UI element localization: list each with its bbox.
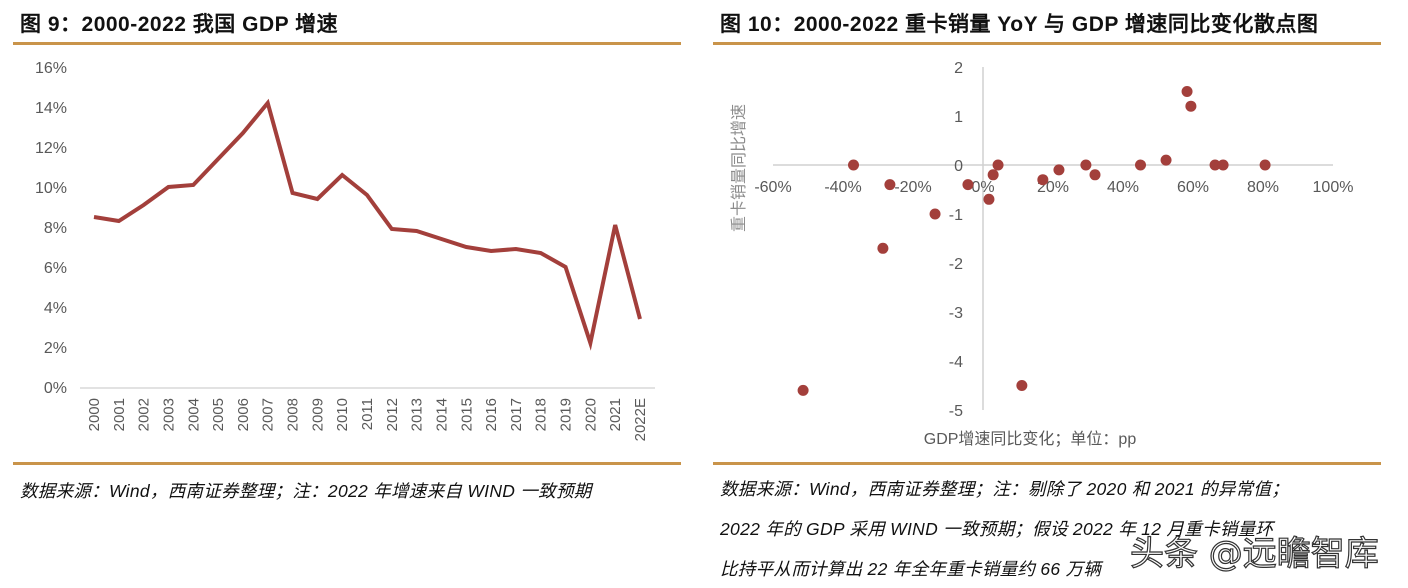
x-tick-label: 2017 xyxy=(508,398,525,431)
scatter-point-19 xyxy=(1217,159,1229,171)
y-tick-label: -4 xyxy=(949,354,963,371)
x-tick-label: 40% xyxy=(1107,179,1139,196)
figure-10-source-line-2: 2022 年的 GDP 采用 WIND 一致预期；假设 2022 年 12 月重… xyxy=(720,519,1274,539)
y-tick-label: 0 xyxy=(954,158,963,175)
y-tick-label: 2 xyxy=(954,60,963,77)
scatter-point-16 xyxy=(1181,86,1193,97)
y-tick-label: -5 xyxy=(949,403,963,420)
y-tick-label: 8% xyxy=(44,220,67,237)
x-tick-label: 0% xyxy=(971,179,994,196)
scatter-points xyxy=(797,86,1271,396)
y-tick-label: -3 xyxy=(949,305,963,322)
x-tick-label: -40% xyxy=(824,179,861,196)
x-tick-label: 2014 xyxy=(433,398,450,431)
gdp-line-chart: 0%2%4%6%8%10%12%14%16% 2000 2001 2002 2003 2… xyxy=(35,60,655,441)
x-tick-label: 2011 xyxy=(359,398,376,430)
x-tick-label: 2004 xyxy=(185,398,202,431)
x-tick-label: 2005 xyxy=(210,398,227,431)
y-tick-label: 2% xyxy=(44,340,67,357)
y-tick-label: 10% xyxy=(35,180,67,197)
x-tick-label: 2010 xyxy=(334,398,351,431)
x-tick-label: 2013 xyxy=(409,398,426,431)
x-tick-label: 2021 xyxy=(607,398,624,431)
y-tick-label: -1 xyxy=(949,207,963,224)
scatter-point-4 xyxy=(962,179,974,191)
x-tick-label: 2016 xyxy=(483,398,500,431)
figure-9-bottom-rule xyxy=(13,462,681,465)
x-tick-label: 2001 xyxy=(111,398,128,431)
x-tick-label: 2012 xyxy=(384,398,401,431)
x-tick-label: 100% xyxy=(1313,179,1354,196)
y-tick-label: 1 xyxy=(954,109,963,126)
x-tick-label: 2018 xyxy=(533,398,550,431)
x-tick-label: -20% xyxy=(894,179,931,196)
figure-10-source-line-1: 数据来源：Wind，西南证券整理；注：剔除了 2020 和 2021 的异常值； xyxy=(720,479,1290,499)
scatter-point-9 xyxy=(1016,380,1028,391)
x-tick-label: 2003 xyxy=(160,398,177,431)
x-tick-label: -60% xyxy=(754,179,791,196)
x-tick-label: 2007 xyxy=(260,398,277,431)
x-tick-label: 2019 xyxy=(558,398,575,431)
scatter-point-1 xyxy=(884,179,896,191)
scatter-point-20 xyxy=(1259,159,1271,171)
y-tick-label: 16% xyxy=(35,60,67,77)
x-tick-label: 2006 xyxy=(235,398,252,431)
x-tick-label: 80% xyxy=(1247,179,1279,196)
figure-10-title: 图 10：2000-2022 重卡销量 YoY 与 GDP 增速同比变化散点图 xyxy=(720,13,1319,36)
scatter-point-18 xyxy=(1209,159,1221,171)
figure-9-panel: 图 9：2000-2022 我国 GDP 增速 0% 2% 4% 6% 8% 10% 12%… xyxy=(0,0,700,588)
scatter-point-5 xyxy=(983,193,995,205)
x-tick-label: 2000 xyxy=(86,398,103,431)
y-tick-label: -2 xyxy=(949,256,963,273)
scatter-point-17 xyxy=(1185,100,1197,112)
x-tick-label: 2015 xyxy=(458,398,475,431)
y-tick-label: 0% xyxy=(44,380,67,397)
x-tick-label: 2022E xyxy=(632,398,649,441)
y-tick-labels: 0% 2% 4% 6% 8% 10% 12% 14% 16% xyxy=(35,60,67,397)
x-tick-labels: 2000 2001 2002 2003 2004 2005 2006 2007 2008 2009… xyxy=(86,398,649,441)
y-tick-label: 14% xyxy=(35,100,67,117)
figure-9-top-rule xyxy=(13,42,681,45)
scatter-point-11 xyxy=(1053,164,1065,176)
scatter-point-13 xyxy=(1089,169,1101,181)
y-tick-labels: 2 1 0 -1 -2 -3 -4 -5 xyxy=(949,60,963,420)
figure-9-title: 图 9：2000-2022 我国 GDP 增速 xyxy=(20,13,339,36)
x-tick-label: 2020 xyxy=(582,398,599,431)
y-tick-label: 4% xyxy=(44,300,67,317)
scatter-point-3 xyxy=(929,208,941,220)
scatter-point-6 xyxy=(987,169,999,181)
figure-10-bottom-rule xyxy=(713,462,1381,465)
gdp-series-points xyxy=(93,102,641,344)
scatter-point-8 xyxy=(797,384,809,396)
watermark: 头条 @远瞻智库 xyxy=(1129,533,1379,574)
figure-9-source: 数据来源：Wind，西南证券整理；注：2022 年增速来自 WIND 一致预期 xyxy=(20,481,592,501)
scatter-point-7 xyxy=(992,159,1004,171)
x-tick-labels: -60% -40% -20% 0% 20% 40% 60% 80% 100% xyxy=(754,179,1353,196)
scatter-point-2 xyxy=(877,242,889,254)
scatter-point-0 xyxy=(848,159,859,171)
x-tick-label: 2008 xyxy=(285,398,302,431)
y-tick-label: 12% xyxy=(35,140,67,157)
x-tick-label: 2002 xyxy=(136,398,153,431)
scatter-point-12 xyxy=(1080,159,1092,171)
y-axis-title: 重卡销量同比增速 xyxy=(730,104,748,232)
scatter-point-15 xyxy=(1160,154,1172,166)
truck-gdp-scatter-chart: -60% -40% -20% 0% 20% 40% 60% 80% 100% 210-1-2-3… xyxy=(730,60,1353,448)
x-tick-label: 60% xyxy=(1177,179,1209,196)
figure-10-top-rule xyxy=(713,42,1381,45)
figure-10-panel: 图 10：2000-2022 重卡销量 YoY 与 GDP 增速同比变化散点图 … xyxy=(700,0,1408,588)
x-tick-label: 2009 xyxy=(309,398,326,431)
y-tick-label: 6% xyxy=(44,260,67,277)
x-axis-title: GDP增速同比变化；单位：pp xyxy=(924,430,1137,448)
scatter-point-10 xyxy=(1037,174,1049,186)
scatter-point-14 xyxy=(1135,159,1146,171)
figure-10-source-line-3: 比持平从而计算出 22 年全年重卡销量约 66 万辆 xyxy=(720,559,1102,579)
